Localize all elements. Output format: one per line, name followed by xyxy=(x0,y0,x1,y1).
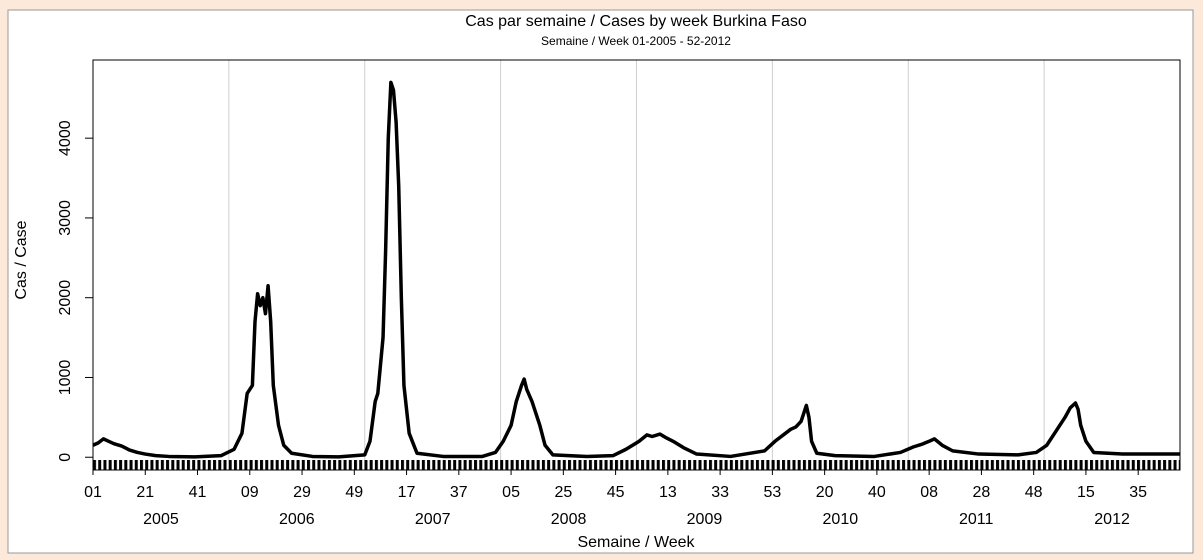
x-tick-label: 20 xyxy=(816,484,834,501)
chart-subtitle: Semaine / Week 01-2005 - 52-2012 xyxy=(541,34,731,48)
chart-panel xyxy=(7,9,1194,554)
x-tick-label: 35 xyxy=(1129,484,1147,501)
x-tick-label: 33 xyxy=(711,484,729,501)
y-tick-label: 2000 xyxy=(57,280,74,316)
x-tick-label: 15 xyxy=(1077,484,1095,501)
year-label: 2007 xyxy=(415,511,451,528)
x-tick-label: 05 xyxy=(502,484,520,501)
year-label: 2010 xyxy=(823,511,859,528)
x-tick-label: 49 xyxy=(345,484,363,501)
y-tick-label: 1000 xyxy=(57,360,74,396)
x-tick-label: 48 xyxy=(1025,484,1043,501)
y-tick-label: 3000 xyxy=(57,200,74,236)
x-axis-label: Semaine / Week xyxy=(577,534,695,551)
year-label: 2011 xyxy=(959,511,994,528)
week-ticks xyxy=(93,460,1180,470)
year-label: 2005 xyxy=(143,511,179,528)
x-tick-label: 17 xyxy=(398,484,416,501)
x-tick-label: 01 xyxy=(84,484,102,501)
x-tick-label: 45 xyxy=(607,484,625,501)
x-tick-label: 25 xyxy=(554,484,572,501)
x-tick-label: 53 xyxy=(763,484,781,501)
x-tick-label: 09 xyxy=(241,484,259,501)
y-tick-label: 4000 xyxy=(57,120,74,156)
year-label: 2008 xyxy=(551,511,587,528)
data-line xyxy=(92,80,1180,459)
y-tick-label: 0 xyxy=(57,453,74,462)
chart-title: Cas par semaine / Cases by week Burkina … xyxy=(465,13,807,30)
x-tick-label: 13 xyxy=(659,484,677,501)
year-label: 2006 xyxy=(279,511,315,528)
x-tick-label: 21 xyxy=(136,484,154,501)
x-tick-label: 08 xyxy=(920,484,938,501)
y-axis-label: Cas / Case xyxy=(13,220,30,299)
year-label: 2012 xyxy=(1094,511,1130,528)
x-tick-label: 41 xyxy=(189,484,207,501)
year-label: 2009 xyxy=(687,511,723,528)
x-tick-label: 28 xyxy=(973,484,991,501)
x-tick-label: 29 xyxy=(293,484,311,501)
x-tick-label: 40 xyxy=(868,484,886,501)
x-tick-label: 37 xyxy=(450,484,468,501)
